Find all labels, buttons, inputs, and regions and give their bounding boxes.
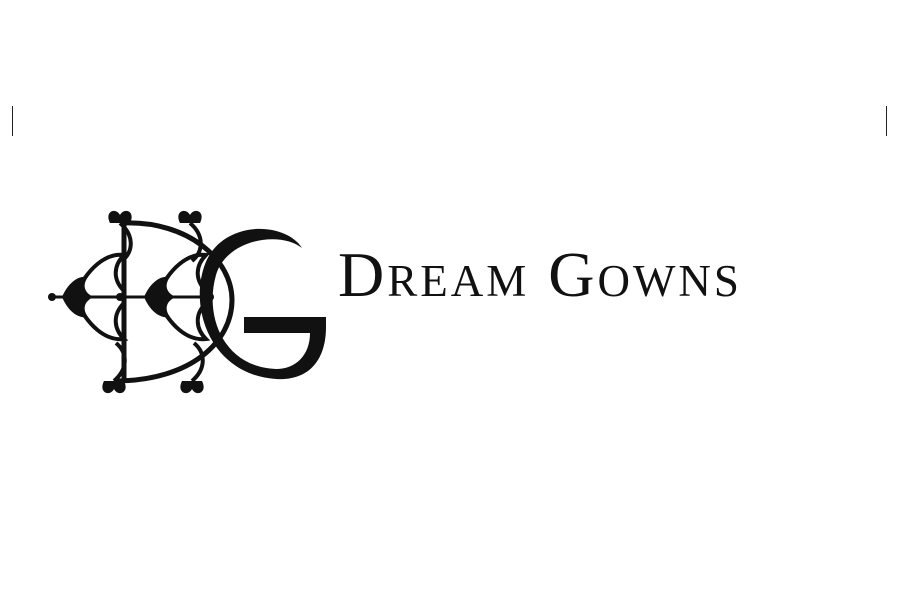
dg-monogram-icon [48, 210, 326, 394]
dream-gowns-logo: Dream Gowns [44, 205, 864, 395]
crop-mark-left [12, 106, 13, 136]
brand-name: Dream Gowns [338, 239, 742, 310]
crop-mark-right [886, 106, 887, 136]
